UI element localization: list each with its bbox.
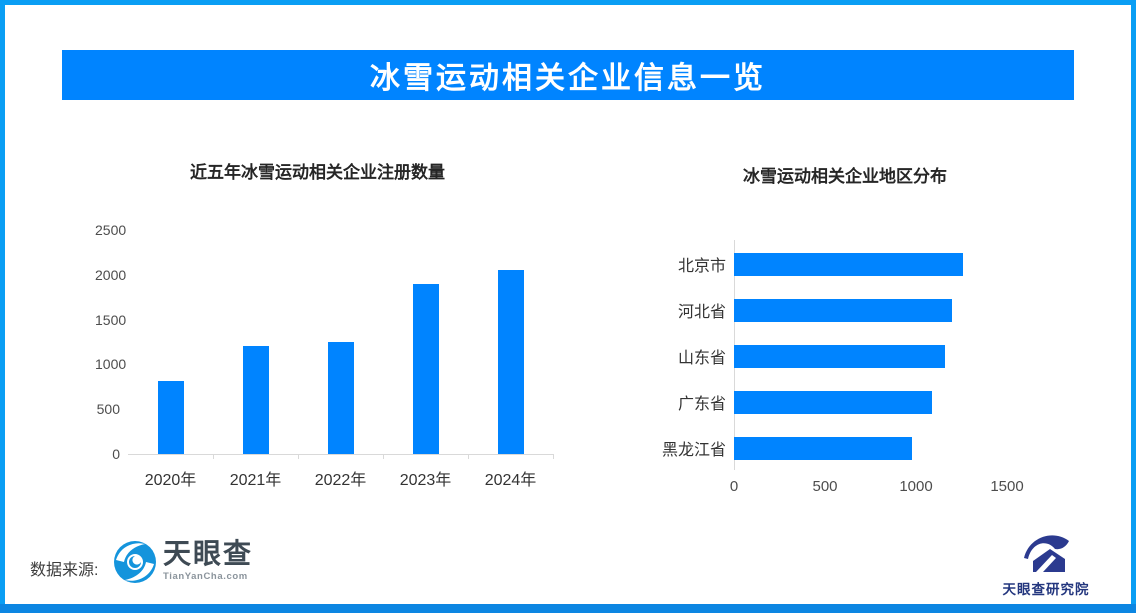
bar-山东省 xyxy=(734,344,946,368)
bar-黑龙江省 xyxy=(734,436,913,460)
region-row: 山东省 xyxy=(640,333,1100,379)
region-row: 黑龙江省 xyxy=(640,425,1100,471)
x-tick-mark xyxy=(468,454,469,459)
x-tick-mark xyxy=(213,454,214,459)
x-category-label: 2020年 xyxy=(144,472,197,489)
x-tick-label: 1500 xyxy=(990,478,1024,495)
frame-border-left xyxy=(0,0,5,613)
x-tick-label: 0 xyxy=(729,478,739,495)
bar-2022年 xyxy=(327,342,354,454)
region-row: 北京市 xyxy=(640,241,1100,287)
title-banner: 冰雪运动相关企业信息一览 xyxy=(62,50,1074,100)
region-label: 山东省 xyxy=(677,350,726,367)
bottom-accent-bar xyxy=(0,604,1136,613)
research-institute-icon xyxy=(1024,535,1069,572)
left-chart-x-axis: 2020年 2021年 2022年 2023年 2024年 xyxy=(128,466,553,489)
region-row: 河北省 xyxy=(640,287,1100,333)
bar-广东省 xyxy=(734,390,933,414)
region-label: 广东省 xyxy=(677,396,726,413)
bar-2023年 xyxy=(412,283,439,454)
tianyancha-logo: 天眼查 TianYanCha.com xyxy=(112,539,253,585)
x-category-label: 2022年 xyxy=(314,472,367,489)
x-category-label: 2023年 xyxy=(399,472,452,489)
x-category-label: 2021年 xyxy=(229,472,282,489)
x-tick-mark xyxy=(383,454,384,459)
region-label: 黑龙江省 xyxy=(661,442,726,459)
tianyancha-logo-text: 天眼查 xyxy=(163,538,254,569)
research-institute-name: 天眼查研究院 xyxy=(1002,582,1090,597)
right-chart-x-axis: 0 500 1000 1500 xyxy=(640,478,1100,498)
x-tick-label: 1000 xyxy=(899,478,933,495)
y-tick-label: 0 xyxy=(112,446,120,462)
y-tick-label: 1000 xyxy=(95,356,127,373)
region-label: 河北省 xyxy=(677,304,726,321)
x-tick-mark xyxy=(298,454,299,459)
bar-北京市 xyxy=(734,252,964,276)
right-chart-title: 冰雪运动相关企业地区分布 xyxy=(743,167,947,186)
research-institute-logo: 天眼查研究院 xyxy=(975,530,1117,598)
y-tick-label: 500 xyxy=(96,401,120,418)
data-source-label: 数据来源: xyxy=(30,562,99,579)
bar-2024年 xyxy=(497,270,524,454)
frame-border-top xyxy=(0,0,1136,5)
tianyancha-eye-icon xyxy=(114,541,156,583)
region-label: 北京市 xyxy=(677,258,726,275)
left-chart-y-axis: 0 500 1000 1500 2000 2500 xyxy=(95,152,127,502)
tianyancha-logo-domain: TianYanCha.com xyxy=(163,571,248,582)
regions-bar-chart: 冰雪运动相关企业地区分布 北京市河北省山东省广东省黑龙江省 0 500 1000 15… xyxy=(640,152,1100,502)
bar-2020年 xyxy=(157,381,184,454)
y-tick-label: 1500 xyxy=(95,311,127,328)
page-title: 冰雪运动相关企业信息一览 xyxy=(370,62,766,95)
x-tick-mark xyxy=(553,454,554,459)
y-tick-label: 2500 xyxy=(95,222,127,238)
right-chart-rows: 北京市河北省山东省广东省黑龙江省 xyxy=(640,241,1100,471)
left-chart-plot-area xyxy=(128,230,554,459)
frame-border-right xyxy=(1131,0,1136,613)
registrations-bar-chart: 近五年冰雪运动相关企业注册数量 0 500 1000 1500 2000 2500 202… xyxy=(95,152,570,502)
bar-2021年 xyxy=(242,346,269,454)
region-row: 广东省 xyxy=(640,379,1100,425)
y-tick-label: 2000 xyxy=(95,266,127,283)
bar-河北省 xyxy=(734,298,953,322)
x-category-label: 2024年 xyxy=(484,472,537,489)
x-tick-label: 500 xyxy=(812,478,838,495)
left-chart-title: 近五年冰雪运动相关企业注册数量 xyxy=(190,163,445,182)
